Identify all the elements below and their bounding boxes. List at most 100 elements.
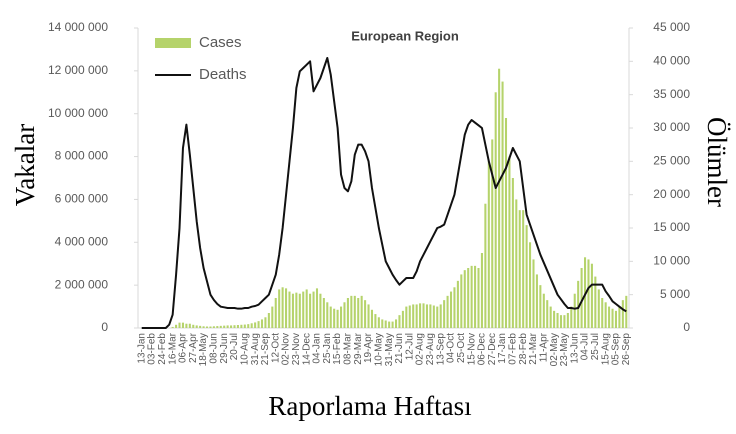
bar — [549, 306, 552, 328]
x-tick-label: 10-May — [373, 333, 384, 366]
bar — [580, 268, 583, 328]
y2-axis-title: Ölümler — [702, 117, 732, 207]
bar — [463, 270, 466, 328]
bar — [343, 302, 346, 328]
bar — [556, 313, 559, 328]
legend-swatch — [155, 38, 191, 48]
bar — [254, 322, 257, 328]
bar — [247, 324, 250, 328]
x-tick-label: 21-Mar — [528, 332, 539, 364]
y-tick-label: 4 000 000 — [55, 234, 109, 248]
x-tick-label: 04-Jul — [580, 333, 591, 360]
y2-tick-label: 35 000 — [653, 87, 690, 101]
bar — [542, 293, 545, 328]
y2-tick-label: 30 000 — [653, 120, 690, 134]
bar — [333, 308, 336, 328]
bar — [535, 274, 538, 328]
bar — [350, 295, 353, 328]
bar — [439, 304, 442, 328]
x-tick-label: 25-Jul — [590, 333, 601, 360]
bar — [205, 326, 209, 328]
bar — [185, 323, 188, 328]
legend-label: Deaths — [199, 66, 247, 83]
y-tick-label: 6 000 000 — [55, 192, 109, 206]
x-tick-label: 03-Feb — [147, 333, 158, 365]
bar — [436, 306, 439, 328]
bar — [419, 303, 422, 328]
bar — [226, 325, 229, 328]
x-tick-label: 23-May — [559, 333, 570, 366]
bar — [240, 324, 243, 328]
x-tick-label: 07-Feb — [508, 333, 519, 365]
x-tick-label: 04-Oct — [446, 333, 457, 363]
bar — [539, 285, 542, 328]
bar — [412, 304, 415, 328]
x-tick-label: 18-May — [198, 333, 209, 366]
bar — [195, 325, 198, 328]
bar — [563, 315, 566, 328]
bar — [597, 289, 600, 328]
x-tick-label: 08-Mar — [343, 332, 354, 364]
bar — [590, 263, 593, 328]
bar — [625, 295, 628, 328]
bar — [422, 303, 425, 328]
x-tick-label: 16-Mar — [167, 332, 178, 364]
bar — [381, 319, 384, 328]
bar — [178, 322, 181, 328]
bar — [209, 326, 212, 328]
bar — [312, 291, 315, 328]
bar — [401, 310, 404, 328]
bar — [305, 289, 308, 328]
y-tick-label: 0 — [101, 320, 108, 334]
bar — [587, 259, 590, 328]
bar — [532, 259, 535, 328]
bar — [553, 310, 556, 328]
bar — [288, 291, 291, 328]
bar — [329, 306, 332, 328]
bar — [467, 268, 470, 328]
bar — [181, 322, 184, 328]
bar — [319, 293, 322, 328]
y2-tick-label: 25 000 — [653, 154, 690, 168]
line — [141, 57, 627, 329]
x-tick-label: 10-Aug — [239, 333, 250, 365]
bar — [257, 321, 260, 328]
bar — [281, 287, 284, 328]
bar — [260, 319, 264, 328]
bar — [456, 280, 459, 328]
bar — [291, 293, 294, 328]
x-tick-label: 21-Jun — [394, 333, 405, 364]
bar — [309, 293, 312, 328]
legend-label: Cases — [199, 34, 242, 51]
y2-tick-label: 20 000 — [653, 187, 690, 201]
bar — [216, 326, 219, 328]
x-tick-label: 23-Nov — [291, 333, 302, 365]
x-tick-label: 27-Apr — [188, 332, 199, 363]
x-tick-label: 13-Jun — [569, 333, 580, 364]
bar — [340, 306, 343, 328]
bar — [618, 306, 621, 328]
bar — [278, 289, 281, 328]
bar — [388, 321, 391, 328]
bar — [405, 306, 408, 328]
bar — [480, 253, 483, 328]
x-tick-label: 20-Jul — [229, 333, 240, 360]
x-tick-label: 17-Jan — [497, 333, 508, 364]
bar — [443, 300, 446, 328]
x-tick-label: 23-Aug — [425, 333, 436, 365]
x-tick-label: 19-Apr — [363, 332, 374, 363]
bar — [501, 81, 504, 328]
bar — [367, 304, 370, 328]
bar — [267, 313, 270, 328]
x-tick-label: 02-Nov — [281, 333, 292, 365]
bar — [498, 68, 501, 328]
bar — [515, 199, 518, 328]
bar — [199, 325, 202, 328]
bar — [477, 268, 480, 328]
bar — [453, 287, 456, 328]
bar — [274, 298, 277, 328]
bar — [360, 295, 363, 328]
bar — [559, 315, 563, 328]
x-tick-label: 31-Aug — [250, 333, 261, 365]
bar — [295, 292, 298, 328]
